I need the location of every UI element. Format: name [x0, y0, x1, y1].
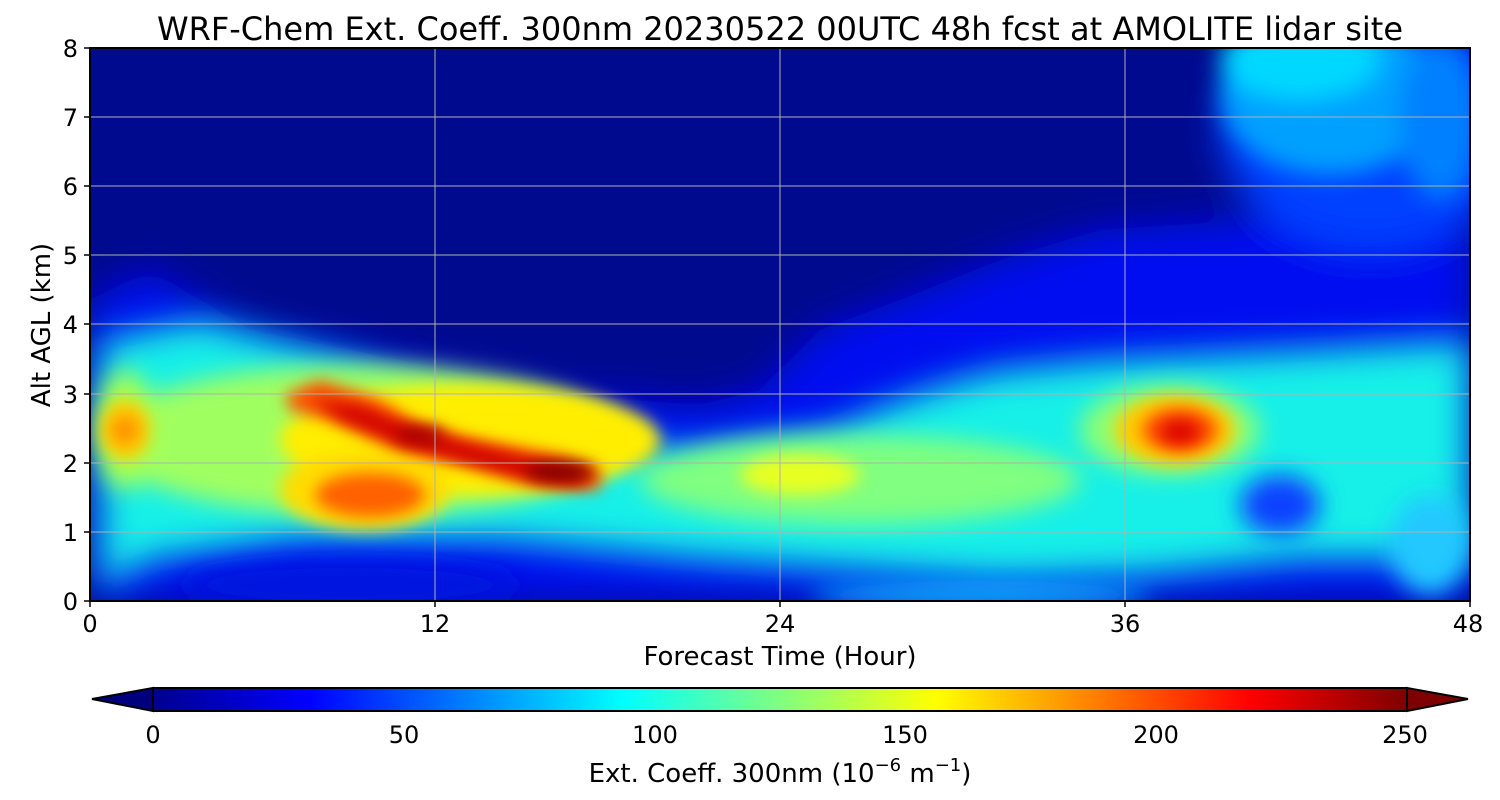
colorbar-tick-label: 0 [145, 721, 160, 749]
x-tick-label: 24 [765, 610, 796, 638]
x-ticks [89, 601, 1471, 607]
colorbar-label-end: ) [961, 759, 971, 789]
y-tick-label: 0 [63, 588, 78, 616]
colorbar [91, 686, 1469, 713]
colorbar-extend-high [1406, 686, 1469, 713]
colorbar-label: Ext. Coeff. 300nm (10−6 m−1) [589, 755, 972, 789]
colorbar-tick-label: 200 [1133, 721, 1179, 749]
colorbar-tick-label: 50 [389, 721, 420, 749]
grid [90, 48, 1470, 601]
heatmap-field [90, 48, 1470, 601]
colorbar-label-exp1: −6 [875, 755, 902, 776]
x-tick-label: 48 [1453, 610, 1484, 638]
colorbar-extend-low [91, 686, 154, 713]
x-axis-label: Forecast Time (Hour) [643, 642, 916, 672]
x-tick-label: 36 [1110, 610, 1141, 638]
colorbar-tick-label: 250 [1382, 721, 1428, 749]
colorbar-gradient [152, 687, 1408, 712]
y-tick-label: 6 [63, 173, 78, 201]
y-tick-label: 3 [63, 381, 78, 409]
colorbar-label-exp2: −1 [935, 755, 962, 776]
colorbar-tick-label: 150 [882, 721, 928, 749]
colorbar-tick-label: 100 [632, 721, 678, 749]
y-tick-label: 2 [63, 450, 78, 478]
y-axis-label: Alt AGL (km) [27, 243, 57, 407]
y-tick-label: 1 [63, 519, 78, 547]
x-tick-label: 12 [420, 610, 451, 638]
y-tick-label: 5 [63, 242, 78, 270]
colorbar-label-main: Ext. Coeff. 300nm (10 [589, 759, 875, 789]
y-tick-label: 7 [63, 104, 78, 132]
colorbar-label-mid: m [901, 759, 935, 789]
y-tick-label: 4 [63, 311, 78, 339]
y-ticks [84, 47, 90, 602]
chart-title: WRF-Chem Ext. Coeff. 300nm 20230522 00UT… [157, 10, 1403, 48]
x-tick-label: 0 [82, 610, 97, 638]
y-tick-label: 8 [63, 35, 78, 63]
